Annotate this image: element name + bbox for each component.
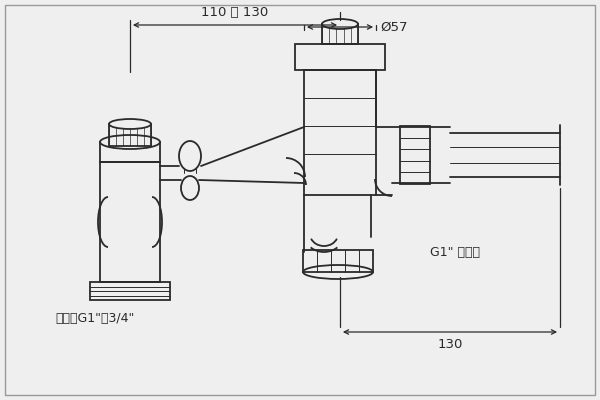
Bar xyxy=(109,124,151,146)
Bar xyxy=(400,126,430,184)
Ellipse shape xyxy=(109,119,151,129)
Bar xyxy=(322,24,358,44)
Bar xyxy=(303,250,373,272)
Bar xyxy=(295,44,385,70)
Text: Ø57: Ø57 xyxy=(380,20,407,34)
Text: 110 ～ 130: 110 ～ 130 xyxy=(202,6,269,19)
Ellipse shape xyxy=(100,135,160,149)
Bar xyxy=(304,70,376,195)
Bar xyxy=(100,162,160,282)
Text: 进水口G1"～3/4": 进水口G1"～3/4" xyxy=(55,312,134,324)
Bar xyxy=(100,142,160,162)
Text: 130: 130 xyxy=(437,338,463,351)
Bar xyxy=(90,282,170,300)
Text: G1" 下水口: G1" 下水口 xyxy=(430,246,480,258)
Ellipse shape xyxy=(322,19,358,29)
